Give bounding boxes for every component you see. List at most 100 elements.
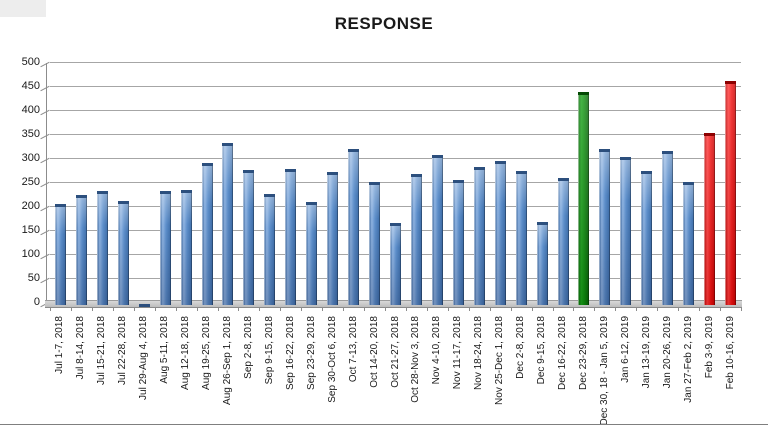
x-tick-label-text: Jul 1-7, 2018 — [54, 316, 66, 374]
x-tick-label-text: Sep 23-29, 2018 — [305, 316, 317, 390]
x-tick-label-text: Jan 13-19, 2019 — [640, 316, 652, 389]
category-boundary-tick — [343, 307, 345, 311]
bar — [96, 191, 108, 305]
x-tick-label-text: Sep 30-Oct 6, 2018 — [326, 316, 338, 403]
bar — [201, 162, 213, 305]
x-tick-label-text: Aug 19-25, 2018 — [201, 316, 213, 390]
bar-top-cap — [494, 160, 506, 164]
bar-top-cap — [704, 133, 716, 137]
x-tick-label-text: Jul 15-21, 2018 — [96, 316, 108, 385]
x-tick-label-text: Sep 9-15, 2018 — [263, 316, 275, 385]
bar — [452, 180, 464, 305]
bar-top-cap — [578, 92, 590, 96]
bar — [348, 149, 360, 305]
bar — [369, 181, 381, 305]
gridline — [50, 158, 741, 159]
bar — [54, 204, 66, 305]
y-axis-tick — [40, 85, 50, 92]
category-boundary-tick — [217, 307, 219, 311]
x-tick-label-text: Nov 11-17, 2018 — [452, 316, 464, 390]
bar-top-cap — [54, 204, 66, 208]
x-tick-label-text: Aug 26-Sep 1, 2018 — [221, 316, 233, 405]
category-boundary-tick — [385, 307, 387, 311]
bar-top-cap — [410, 173, 422, 177]
y-axis-tick — [40, 157, 50, 164]
category-boundary-tick — [280, 307, 282, 311]
bar-top-cap — [473, 167, 485, 171]
x-tick-label-text: Jan 20-26, 2019 — [661, 316, 673, 389]
x-tick-label-text: Dec 16-22, 2018 — [557, 316, 568, 390]
bar — [327, 171, 339, 305]
category-boundary-tick — [657, 307, 659, 311]
category-boundary-tick — [154, 307, 156, 311]
bar-top-cap — [285, 169, 297, 173]
bar — [683, 182, 695, 305]
category-boundary-tick — [447, 307, 449, 311]
y-tick-label: 300 — [21, 152, 40, 164]
category-boundary-tick — [238, 307, 240, 311]
bar-top-cap — [117, 201, 129, 205]
bar-top-cap — [159, 190, 171, 194]
bar-top-cap — [431, 155, 443, 159]
category-boundary-tick — [364, 307, 366, 311]
category-boundary-tick — [196, 307, 198, 311]
bar-top-cap — [222, 142, 234, 146]
bar — [180, 189, 192, 305]
y-tick-label: 500 — [21, 56, 40, 68]
y-tick-label: 450 — [21, 80, 40, 92]
category-boundary-tick — [259, 307, 261, 311]
x-tick-label-text: Sep 16-22, 2018 — [284, 316, 296, 390]
y-tick-label: 0 — [33, 296, 40, 308]
y-axis-tick — [40, 181, 50, 188]
category-boundary-tick — [510, 307, 512, 311]
gridline — [50, 206, 741, 207]
category-boundary-tick — [50, 307, 51, 311]
top-left-gray-box — [0, 0, 46, 17]
x-tick-label-text: Aug 12-18, 2018 — [180, 316, 192, 390]
bar — [285, 169, 297, 305]
gridline — [50, 62, 741, 63]
bar — [473, 167, 485, 305]
x-tick-label-text: Jul 29-Aug 4, 2018 — [138, 316, 150, 400]
category-boundary-tick — [112, 307, 114, 311]
x-tick-label-text: Dec 23-29, 2018 — [577, 316, 589, 390]
bar-top-cap — [306, 201, 318, 205]
y-tick-label: 100 — [21, 248, 40, 260]
x-tick-label-text: Sep 2-8, 2018 — [242, 316, 254, 379]
gridline — [50, 182, 741, 183]
bar — [306, 201, 318, 305]
y-tick-label: 50 — [27, 272, 40, 284]
y-axis-tick — [40, 253, 50, 260]
bar-top-cap — [327, 171, 339, 175]
bar-top-cap — [264, 193, 276, 197]
bar — [578, 92, 590, 305]
bar — [264, 193, 276, 305]
bar-top-cap — [515, 171, 527, 175]
bar — [557, 178, 569, 305]
y-tick-label: 150 — [21, 224, 40, 236]
x-tick-label-text: Jan 27-Feb 2, 2019 — [682, 316, 694, 403]
x-tick-label-text: Nov 25-Dec 1, 2018 — [494, 316, 506, 405]
bar — [599, 148, 611, 305]
bar — [117, 201, 129, 305]
y-axis-tick — [40, 61, 50, 68]
bar-top-cap — [180, 189, 192, 193]
category-boundary-tick — [91, 307, 93, 311]
category-boundary-tick — [699, 307, 701, 311]
y-axis-tick — [40, 229, 50, 236]
bar — [494, 160, 506, 305]
category-boundary-tick — [405, 307, 407, 311]
category-boundary-tick — [70, 307, 72, 311]
y-tick-label: 250 — [21, 176, 40, 188]
gridline — [50, 134, 741, 135]
bar-top-cap — [536, 221, 548, 225]
category-boundary-tick — [741, 307, 742, 311]
bar — [704, 133, 716, 305]
category-boundary-tick — [489, 307, 491, 311]
bar — [725, 81, 737, 305]
bar-top-cap — [641, 170, 653, 174]
bar — [515, 171, 527, 305]
y-tick-label: 400 — [21, 104, 40, 116]
bar-top-cap — [201, 162, 213, 166]
